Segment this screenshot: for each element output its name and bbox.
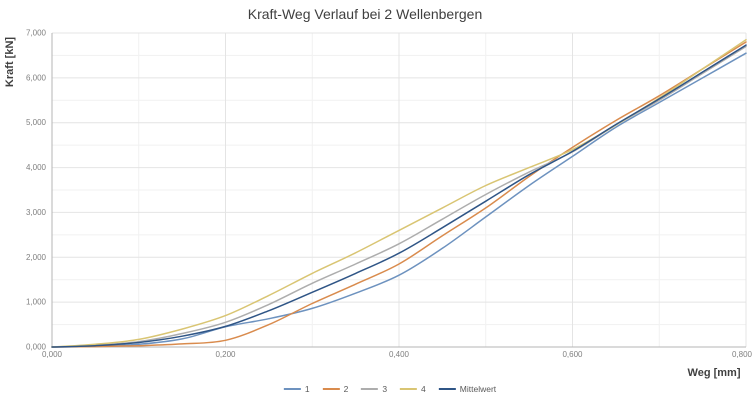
y-tick-label: 5,000 — [26, 118, 47, 127]
legend-item-3: 3 — [361, 385, 387, 394]
chart-title: Kraft-Weg Verlauf bei 2 Wellenbergen — [248, 6, 483, 22]
y-tick-label: 2,000 — [26, 253, 47, 262]
x-axis-title: Weg [mm] — [688, 367, 741, 379]
y-axis-title: Kraft [kN] — [4, 37, 16, 87]
legend-item-mittelwert: Mittelwert — [438, 384, 497, 394]
legend-line-swatch — [283, 388, 301, 391]
x-tick-label: 0,600 — [562, 350, 583, 359]
x-tick-label: 0,000 — [42, 350, 63, 359]
legend-item-4: 4 — [400, 385, 426, 394]
legend-line-swatch — [361, 388, 379, 391]
y-tick-label: 3,000 — [26, 208, 47, 217]
y-tick-label: 7,000 — [26, 29, 47, 38]
legend-line-swatch — [322, 388, 340, 391]
y-tick-label: 0,000 — [26, 343, 47, 352]
legend-item-1: 1 — [283, 384, 310, 394]
legend-line-swatch — [438, 388, 456, 391]
series-line-1 — [51, 52, 747, 348]
y-tick-label: 4,000 — [26, 163, 47, 172]
legend-line-swatch — [400, 388, 418, 391]
legend-label: 1 — [304, 384, 310, 394]
series-line-2 — [51, 41, 747, 348]
x-tick-label: 0,400 — [389, 350, 410, 359]
x-tick-label: 0,800 — [732, 350, 753, 359]
chart-legend: 1 2 3 4 Mittelwert — [283, 384, 497, 394]
legend-label: Mittelwert — [459, 384, 497, 394]
legend-item-2: 2 — [322, 384, 349, 394]
x-tick-label: 0,200 — [215, 350, 236, 359]
legend-label: 3 — [382, 384, 388, 394]
legend-label: 4 — [421, 384, 426, 394]
legend-label: 2 — [343, 384, 349, 394]
y-tick-label: 1,000 — [26, 298, 47, 307]
y-tick-label: 6,000 — [26, 73, 47, 82]
series-line-mittelwert — [51, 44, 747, 348]
